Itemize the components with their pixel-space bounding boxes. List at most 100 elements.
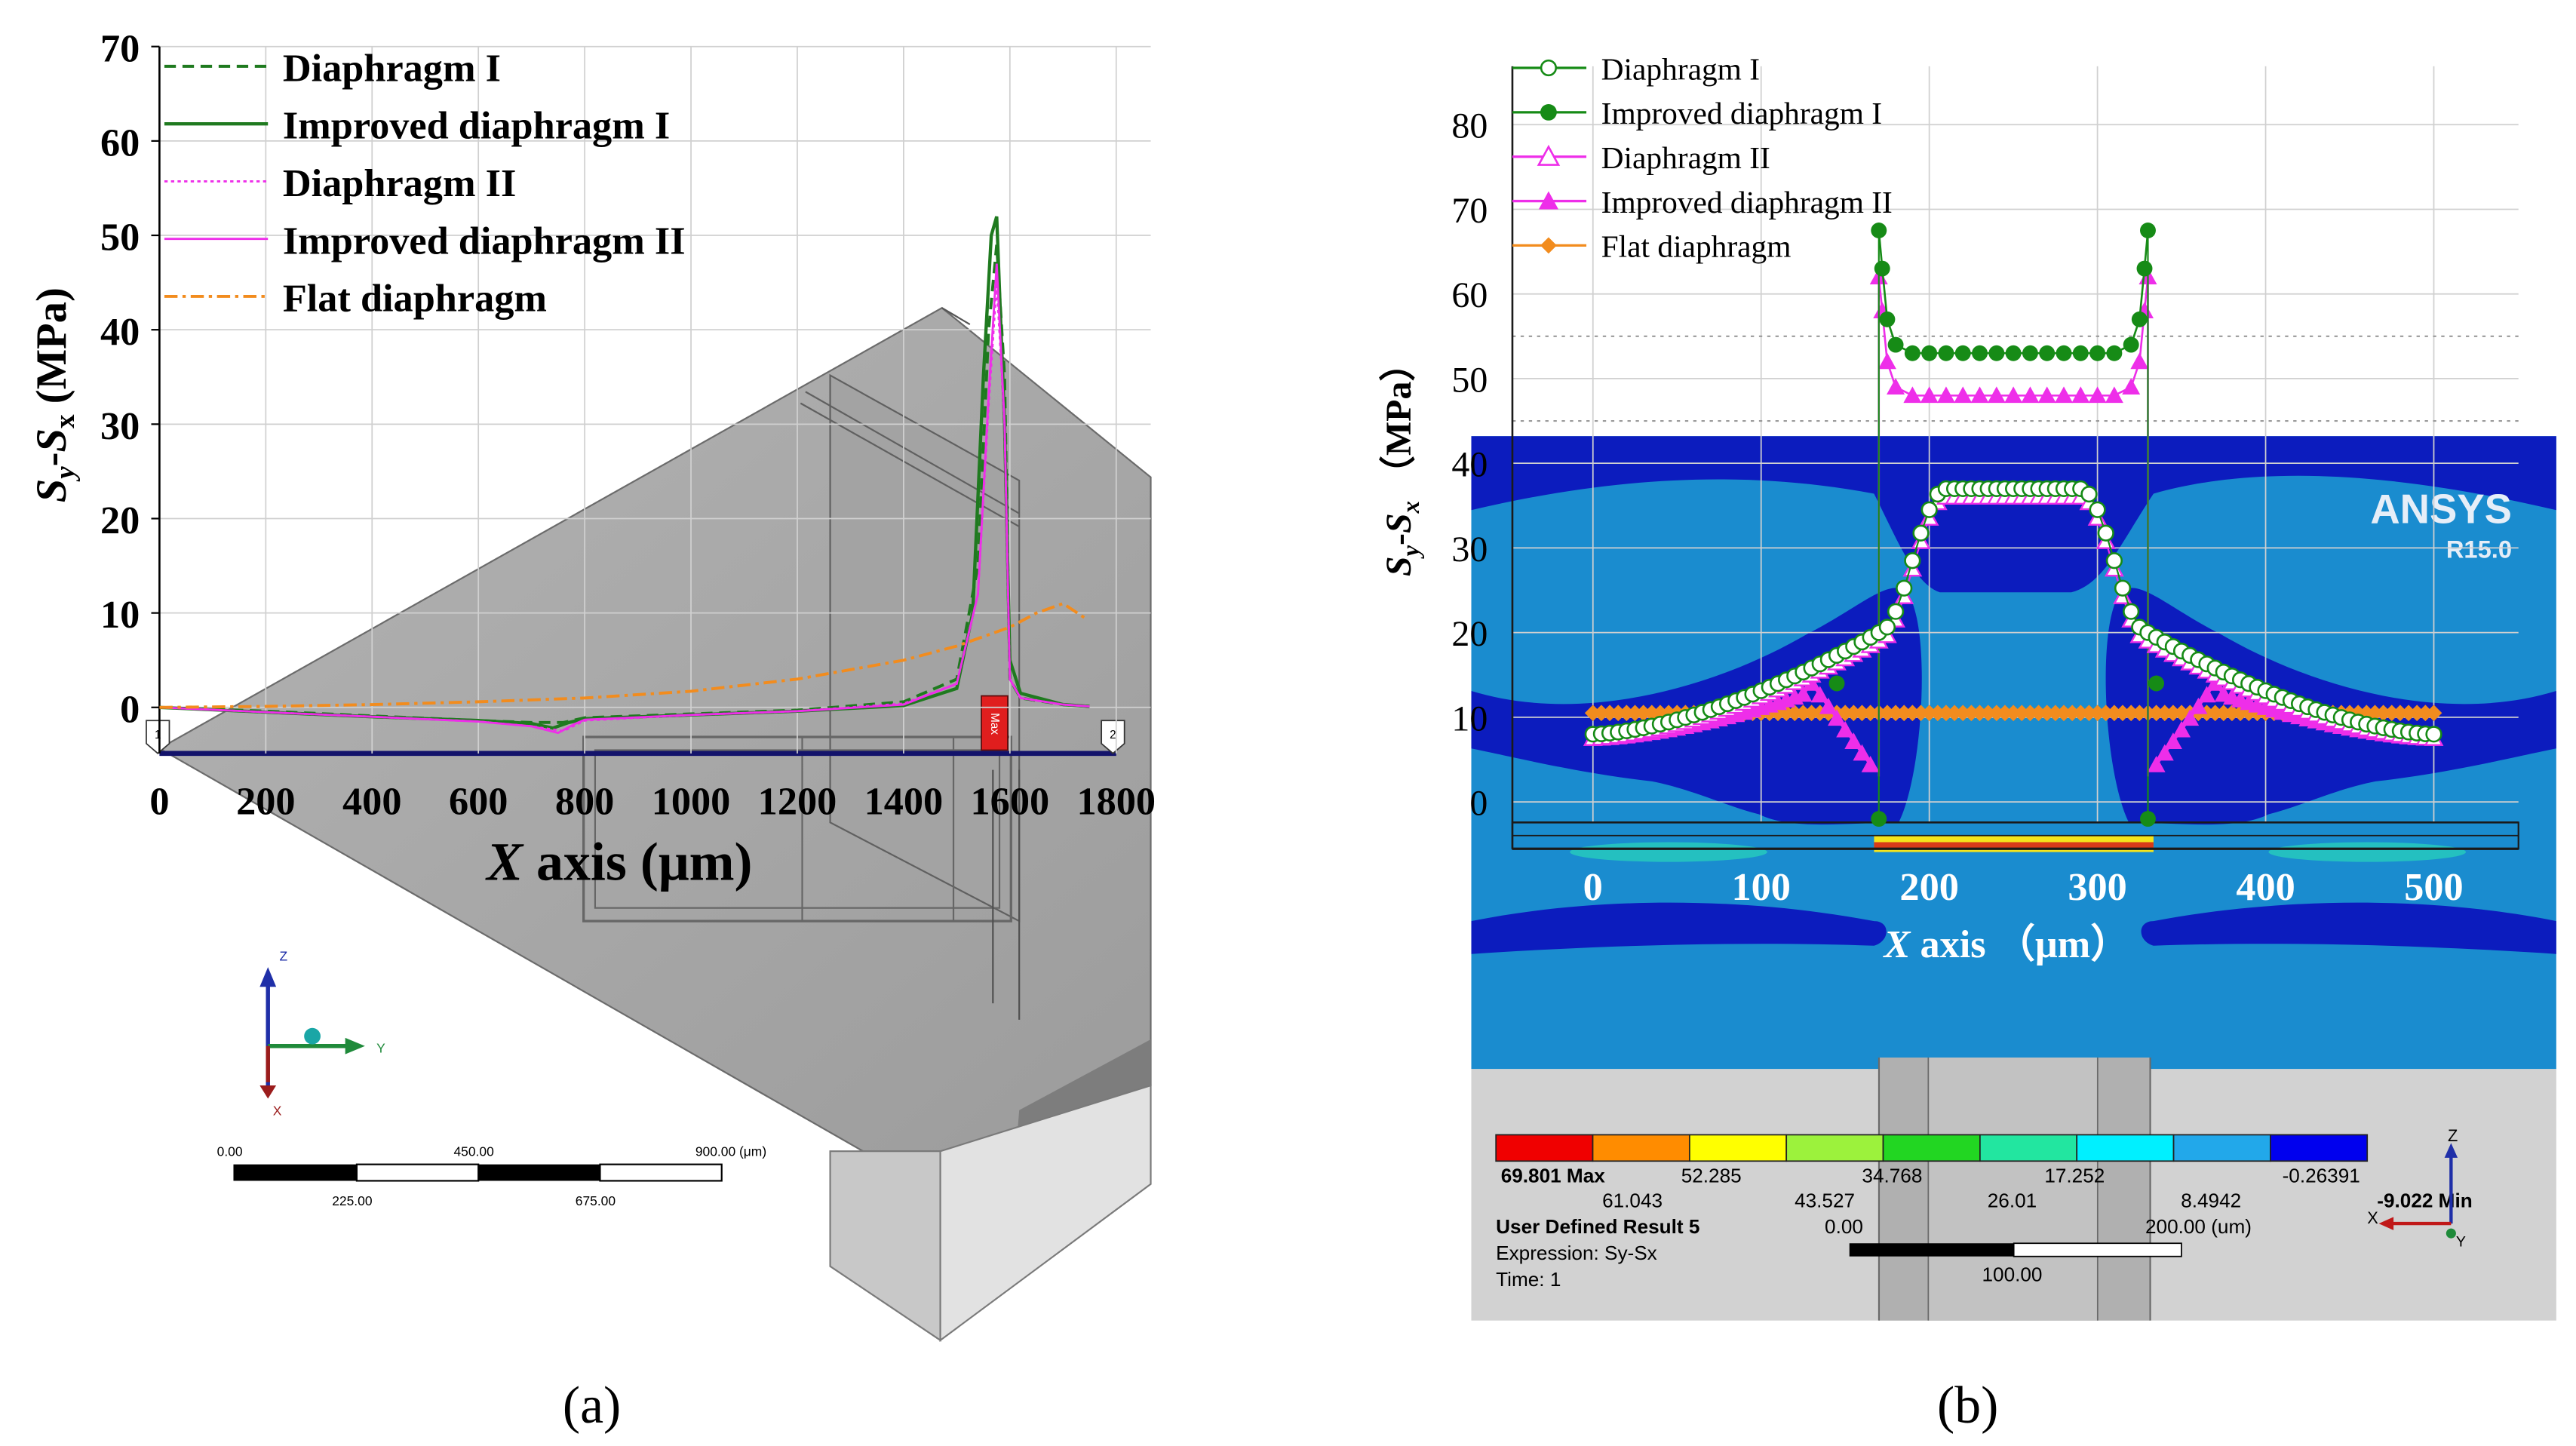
scale-a-subtick-1: 675.00 [576,1193,616,1208]
plot-b-point-flat [2165,705,2181,722]
ansys-color-band [1882,1134,1981,1162]
scale-b-end: 200.00 (um) [2145,1215,2252,1238]
plot-a-y-ticks: 0 10 20 30 40 50 60 70 [100,26,160,731]
triad-a-z-label: Z [279,948,287,963]
plot-b-point-imp2-top [2130,352,2149,370]
plot-b-point-imp2-top [2021,386,2040,404]
plot-b-point-imp2-top [1987,386,2006,404]
plot-b-point-imp2 [1836,720,1855,738]
plot-a-series [159,216,1090,735]
plot-b-point-flat [2206,705,2224,722]
plot-b-point-flat [2105,705,2123,722]
ansys-color-band [1688,1134,1788,1162]
plot-b-point-flat [1626,705,1644,722]
plot-b-ytick-label: 20 [1451,614,1488,654]
plot-b-point-imp1-top [1972,345,1988,361]
plot-a-grid [159,45,1151,754]
plot-b-point-imp2-top [1970,386,1989,404]
plot-b-point-imp1-side [1828,675,1845,692]
scale-a-tick-0: 0.00 [217,1144,243,1159]
plot-a-legend: Diaphragm I Improved diaphragm I Diaphragm… [164,46,686,321]
plot-b-point-imp2 [2147,756,2166,772]
plot-b-point-d1 [1904,552,1921,569]
plot-a-xtick-label: 800 [555,779,614,823]
plot-b-ytick-label: 0 [1469,784,1488,824]
plot-a-xtick-label: 600 [449,779,508,823]
max-marker-label: Max [988,713,1001,735]
plot-b-legend-marker [1540,59,1558,77]
ansys-contour: ANSYS R15.0 [1471,436,2556,1321]
plot-b-ytick-label: 40 [1451,445,1488,485]
plot-b-point-flat [1979,705,1997,722]
ansys-color-band [1979,1134,2078,1162]
plot-b-xtick-label: 200 [1899,865,1958,909]
plot-b-point-imp1-top [1879,311,1896,327]
plot-b-point-imp1-top [2140,223,2156,238]
plot-b-series [1583,223,2444,827]
plot-b-point-d1 [1920,501,1938,518]
ansys-time: Time: 1 [1496,1268,1561,1291]
plot-b-point-flat [1593,705,1610,722]
plot-b-point-flat [2005,705,2022,722]
ansys-legend-text: 69.801 Max 52.285 34.768 17.252 -0.26391… [1496,1165,2473,1291]
plot-b-point-imp2-top [2071,386,2090,404]
plot-b-point-imp2 [2155,744,2174,761]
plot-b-point-imp1-top [2136,260,2153,277]
plot-b-legend-marker [1538,191,1558,210]
plot-a-xtick-label: 0 [149,779,169,823]
plot-b-series-imp2-top [1878,277,2149,397]
probe-start-label: 1 [155,729,161,741]
plot-b-xtick-label: 400 [2236,865,2295,909]
plot-a-ytick-label: 50 [100,216,140,259]
plot-b-point-imp1-top [1887,336,1904,353]
plot-b-point-flat [1862,705,1879,722]
plot-b-point-flat [2056,705,2072,722]
plot-a-legend-label: Flat diaphragm [283,277,547,321]
plot-b-legend-marker [1540,103,1557,121]
ansys-val-top-1: 52.285 [1681,1165,1742,1187]
plot-b-point-flat [2080,705,2098,722]
triad-b-x-label: X [2367,1208,2378,1227]
plot-b-point-imp2-top [1887,378,1905,395]
plot-a-ytick-label: 30 [100,404,140,448]
plot-b-ytick-label: 70 [1451,191,1488,231]
scale-a-tick-2: 900.00 (μm) [695,1144,766,1159]
plot-b-ytick-label: 80 [1451,106,1488,146]
scale-bar-a: 0.00 450.00 900.00 (μm) 225.00 675.00 [217,1144,766,1208]
plot-b-legend-label: Diaphragm I [1601,51,1760,86]
plot-b-point-imp1-top [2131,311,2148,327]
plot-b-point-imp2 [2172,720,2191,738]
plot-b-ytick-label: 30 [1451,530,1488,569]
plot-a-ytick-label: 20 [100,499,140,542]
scale-a-subtick-0: 225.00 [332,1193,373,1208]
plot-b-point-d1 [2123,603,2140,620]
plot-b-point-imp1-bottom [1871,811,1887,827]
plot-b-point-imp1-top [2106,345,2123,361]
plot-b-point-d1 [2105,552,2123,569]
plot-a-xtick-label: 200 [236,779,295,823]
plot-a-series-3 [159,263,1090,735]
plot-a-xtick-label: 1800 [1076,779,1156,823]
plot-a-ytick-label: 40 [100,310,140,354]
plot-b-point-imp1-top [1904,345,1920,361]
plot-a-xtick-label: 1600 [971,779,1050,823]
ansys-val-bot-3: 8.4942 [2181,1189,2241,1211]
plot-b-point-flat [2224,705,2240,722]
ansys-val-top-0: 69.801 Max [1501,1165,1606,1187]
plot-b-x-label: X axis （μm） [1883,923,2130,966]
plot-b-point-imp1-top [2039,345,2056,361]
plot-b-point-imp1-top [2056,345,2072,361]
plot-b-point-imp2-top [1903,386,1922,404]
plot-b-point-flat [2022,705,2039,722]
plot-b-point-flat [1601,705,1618,722]
plot-b-point-imp2-top [2105,386,2123,404]
plot-b-point-imp2-top [1878,352,1896,370]
caption-b: (b) [1937,1377,1998,1435]
plot-b-point-imp2 [1844,732,1863,749]
plot-b-point-d1 [2114,579,2132,597]
plot-b-point-imp2 [1819,697,1838,714]
plot-b-point-imp1-top [1988,345,2005,361]
plot-b-point-flat [1584,705,1601,722]
plot-b-y-ticks: 0 10 20 30 40 50 60 70 80 [1451,106,1488,824]
probe-end-label: 2 [1110,729,1116,741]
